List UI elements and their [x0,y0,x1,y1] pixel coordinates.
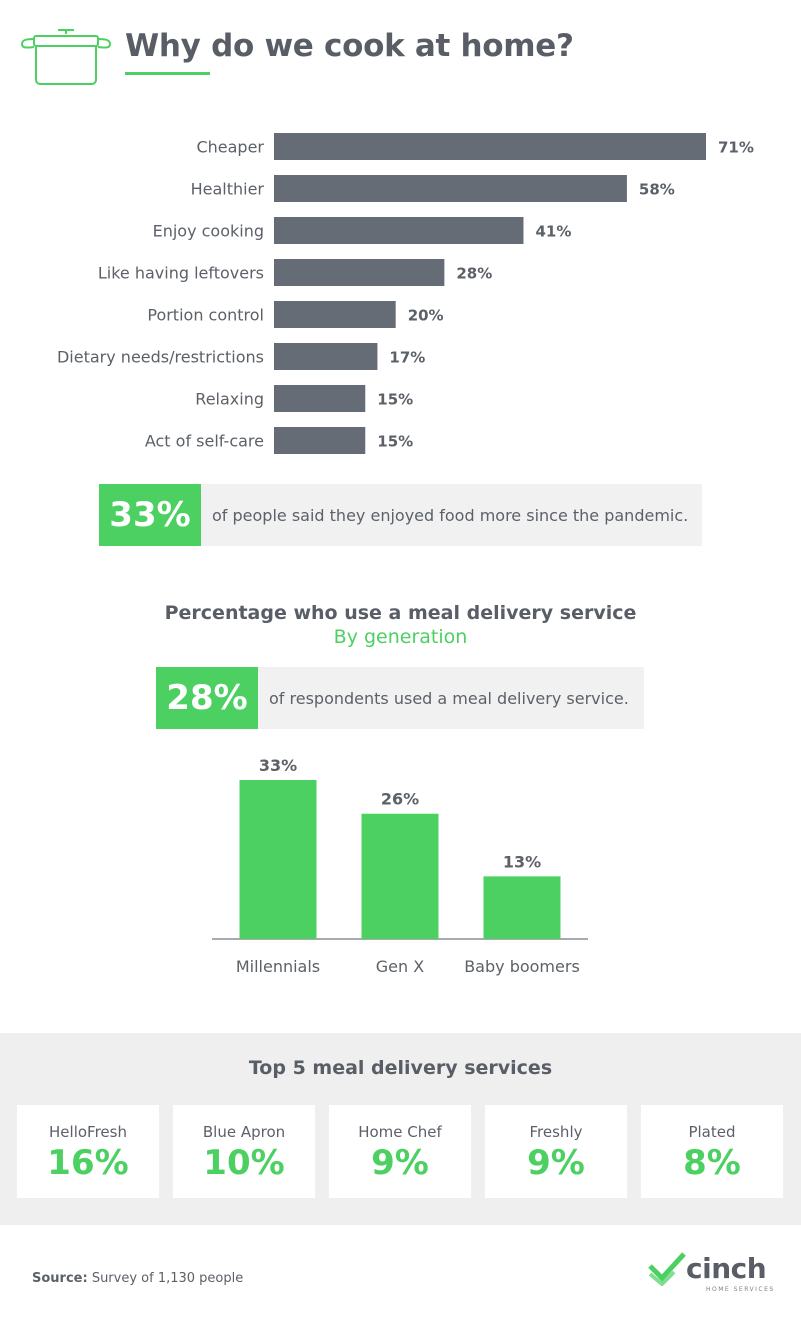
value-label: 28% [456,265,492,283]
title-underline [125,72,210,75]
section-subtitle: By generation [333,626,468,648]
logo-wordmark: cinch [686,1252,767,1285]
category-label: Healthier [191,180,265,199]
category-label: Enjoy cooking [153,222,264,241]
value-label: 26% [381,790,419,809]
callout-text: of respondents used a meal delivery serv… [269,688,629,708]
bar [239,780,317,939]
category-label: Cheaper [196,138,264,157]
value-label: 20% [408,307,444,325]
category-label: Relaxing [195,390,264,409]
service-card: HelloFresh 16% [17,1105,159,1198]
category-label: Like having leftovers [98,264,264,283]
service-name: Home Chef [358,1123,442,1141]
service-value: 9% [527,1143,585,1183]
generation-bar-chart: 33% Millennials 26% Gen X 13% Baby boomers [212,756,588,976]
bar [274,343,378,370]
service-value: 16% [47,1143,129,1183]
category-label: Act of self-care [145,432,264,451]
services-title: Top 5 meal delivery services [248,1057,553,1079]
callout-percent: 28% [156,667,258,729]
value-label: 15% [377,391,413,409]
bar [274,385,366,412]
service-card: Home Chef 9% [329,1105,471,1198]
source-label: Source: [32,1271,88,1286]
bar [361,813,439,939]
value-label: 13% [503,852,541,871]
value-label: 58% [639,181,675,199]
callout-text: of people said they enjoyed food more si… [212,505,689,525]
bar [274,427,366,454]
service-name: Plated [688,1123,736,1141]
reasons-bar-chart: Cheaper 71% Healthier 58% Enjoy cooking 41% Li… [57,133,754,454]
value-label: 15% [377,433,413,451]
services-panel: Top 5 meal delivery services HelloFresh … [0,1033,801,1225]
service-name: Blue Apron [202,1123,286,1141]
service-card: Blue Apron 10% [173,1105,315,1198]
source-text: Survey of 1,130 people [87,1271,244,1286]
logo-subtext: HOME SERVICES [706,1286,775,1293]
category-label: Baby boomers [464,957,580,976]
service-card: Plated 8% [641,1105,783,1198]
section-title: Percentage who use a meal delivery servi… [164,602,637,624]
page-title: Why do we cook at home? [125,28,574,64]
value-label: 71% [718,139,754,157]
service-name: HelloFresh [49,1123,127,1141]
value-label: 41% [535,223,571,241]
bar [274,301,396,328]
header: Why do we cook at home? [0,0,801,90]
service-card: Freshly 9% [485,1105,627,1198]
service-value: 8% [683,1143,741,1183]
cooking-pot-icon [20,29,112,85]
bar [274,133,706,160]
pandemic-callout: 33% of people said they enjoyed food mor… [99,484,702,546]
service-value: 10% [203,1143,285,1183]
bar [483,876,561,939]
category-label: Gen X [376,957,424,976]
category-label: Portion control [147,306,264,325]
cinch-logo[interactable]: cinch HOME SERVICES [648,1250,773,1298]
bar [274,259,445,286]
bar [274,217,524,244]
value-label: 17% [389,349,425,367]
callout-percent: 33% [99,484,201,546]
category-label: Dietary needs/restrictions [57,348,264,367]
bar [274,175,627,202]
service-value: 9% [371,1143,429,1183]
value-label: 33% [259,756,297,775]
service-name: Freshly [529,1123,583,1141]
delivery-callout: 28% of respondents used a meal delivery … [156,667,644,729]
source-note: Source: Survey of 1,130 people [32,1271,243,1286]
category-label: Millennials [236,957,320,976]
check-mark-icon [648,1252,686,1286]
